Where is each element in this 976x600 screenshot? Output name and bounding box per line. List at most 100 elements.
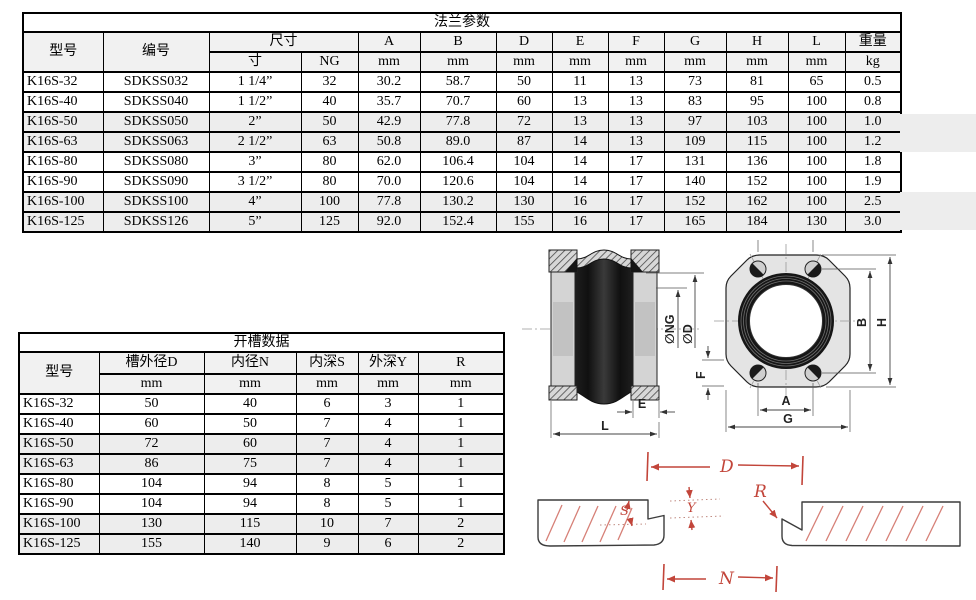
groove-profile-left xyxy=(537,499,665,547)
cell: 0.8 xyxy=(844,91,902,113)
col-header-model: 型号 xyxy=(22,31,104,73)
cell: 60 xyxy=(203,433,297,455)
table-row: K16S-125 SDKSS126 5” 125 92.0 152.4 155 16 17 165… xyxy=(22,211,902,233)
sketch-label-d: D xyxy=(719,457,734,477)
cell: 2 1/2” xyxy=(208,131,302,153)
groove-profile-right xyxy=(781,501,961,547)
table-row: K16S-40 SDKSS040 1 1/2” 40 35.7 70.7 60 13 13 83 9… xyxy=(22,91,902,113)
table-row: K16S-32 50 40 6 3 1 xyxy=(18,393,505,415)
cell: 136 xyxy=(725,151,789,173)
cell: 50.8 xyxy=(357,131,421,153)
cell: 1 xyxy=(417,433,505,455)
cell: SDKSS063 xyxy=(102,131,210,153)
cell: 8 xyxy=(295,473,359,495)
unit-mm: mm xyxy=(725,51,789,73)
unit-mm: mm xyxy=(357,51,421,73)
cell: 100 xyxy=(787,191,846,213)
cell: 75 xyxy=(203,453,297,475)
cell: SDKSS080 xyxy=(102,151,210,173)
col-header-id-n: 内径N xyxy=(203,351,297,375)
col-header-ng: NG xyxy=(300,51,359,73)
bore-hole xyxy=(749,284,823,358)
cell: 130 xyxy=(98,513,205,535)
cell: 97 xyxy=(663,111,727,133)
col-header-F: F xyxy=(607,31,665,53)
col-header-weight: 重量 xyxy=(844,31,902,53)
flange-table-title: 法兰参数 xyxy=(22,12,902,33)
col-header-model: 型号 xyxy=(18,351,100,395)
col-header-outer-depth: 外深Y xyxy=(357,351,419,375)
unit-mm: mm xyxy=(203,373,297,395)
cell: 103 xyxy=(725,111,789,133)
cell: 70.7 xyxy=(419,91,497,113)
cell: 58.7 xyxy=(419,71,497,93)
col-header-B: B xyxy=(419,31,497,53)
sketch-label-r: R xyxy=(753,482,767,502)
cell: 80 xyxy=(300,151,359,173)
cell: 155 xyxy=(495,211,553,233)
cell: 10 xyxy=(295,513,359,535)
cell: SDKSS050 xyxy=(102,111,210,133)
cell: 1.0 xyxy=(844,111,902,133)
cell: 140 xyxy=(203,533,297,555)
unit-mm: mm xyxy=(495,51,553,73)
cell: 60 xyxy=(98,413,205,435)
dim-label-f: F xyxy=(694,371,708,379)
cell: 77.8 xyxy=(419,111,497,133)
cell: 7 xyxy=(295,453,359,475)
table-row: K16S-50 72 60 7 4 1 xyxy=(18,433,505,455)
cell: 13 xyxy=(607,91,665,113)
table-row: K16S-90 104 94 8 5 1 xyxy=(18,493,505,515)
cell: K16S-90 xyxy=(22,171,104,193)
table-row: K16S-100 SDKSS100 4” 100 77.8 130.2 130 16 17 152… xyxy=(22,191,902,213)
cell: 104 xyxy=(98,493,205,515)
unit-mm: mm xyxy=(98,373,205,395)
cell: 94 xyxy=(203,493,297,515)
cell: 42.9 xyxy=(357,111,421,133)
cell: SDKSS090 xyxy=(102,171,210,193)
sketch-label-s: S xyxy=(620,504,629,519)
col-header-inch: 寸 xyxy=(208,51,302,73)
cell: 14 xyxy=(551,151,609,173)
cell: SDKSS032 xyxy=(102,71,210,93)
dim-label-g: G xyxy=(783,412,793,426)
hatching-right xyxy=(805,505,944,542)
dim-label-ng: ∅NG xyxy=(663,315,677,344)
cell: 1.8 xyxy=(844,151,902,173)
cell: 3.0 xyxy=(844,211,902,233)
col-header-r: R xyxy=(417,351,505,375)
cell: 7 xyxy=(295,433,359,455)
flange-table-body: K16S-32 SDKSS032 1 1/4” 32 30.2 58.7 50 11 13 73 8… xyxy=(22,71,902,233)
cell: 8 xyxy=(295,493,359,515)
left-flange-shade xyxy=(553,302,573,356)
cell: 131 xyxy=(663,151,727,173)
technical-drawings: ∅NG ∅D E L xyxy=(520,238,976,600)
cell: 77.8 xyxy=(357,191,421,213)
cell: 17 xyxy=(607,171,665,193)
col-header-H: H xyxy=(725,31,789,53)
cell: K16S-50 xyxy=(18,433,100,455)
cell: 1 xyxy=(417,393,505,415)
cell: 9 xyxy=(295,533,359,555)
unit-mm: mm xyxy=(787,51,846,73)
cell: 3” xyxy=(208,151,302,173)
cell: 2 xyxy=(417,513,505,535)
cell: K16S-32 xyxy=(18,393,100,415)
cell: 13 xyxy=(551,111,609,133)
cell: 6 xyxy=(295,393,359,415)
cell: 1 xyxy=(417,473,505,495)
cell: K16S-63 xyxy=(18,453,100,475)
cell: 4 xyxy=(357,433,419,455)
table-row: K16S-50 SDKSS050 2” 50 42.9 77.8 72 13 13 97 103 10… xyxy=(22,111,902,133)
cell: 6 xyxy=(357,533,419,555)
cell: 130 xyxy=(787,211,846,233)
cell: 7 xyxy=(357,513,419,535)
cell: 2” xyxy=(208,111,302,133)
cell: 1 xyxy=(417,493,505,515)
cell: 140 xyxy=(663,171,727,193)
cell: 65 xyxy=(787,71,846,93)
col-header-A: A xyxy=(357,31,421,53)
col-header-code: 编号 xyxy=(102,31,210,73)
dim-label-d: ∅D xyxy=(681,324,695,344)
